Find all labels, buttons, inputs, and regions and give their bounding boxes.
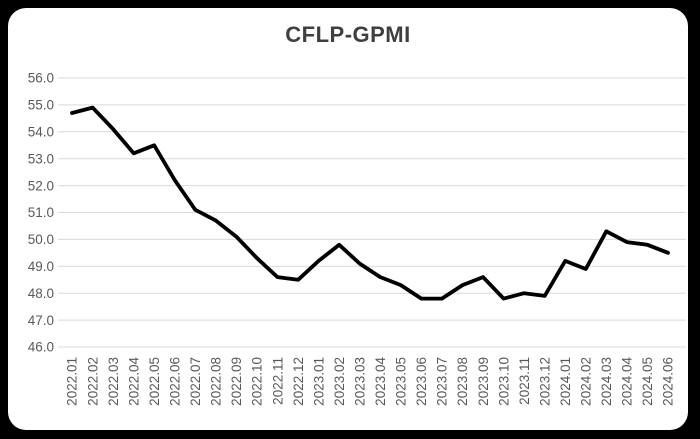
x-tick-label: 2024.02: [579, 357, 594, 406]
x-tick-label: 2024.05: [640, 357, 655, 406]
y-tick-label: 53.0: [28, 151, 54, 166]
y-tick-label: 55.0: [28, 98, 54, 113]
x-tick-label: 2023.06: [414, 357, 429, 406]
y-tick-label: 49.0: [28, 259, 54, 274]
y-tick-label: 47.0: [28, 313, 54, 328]
x-tick-label: 2023.07: [435, 357, 450, 406]
x-tick-label: 2023.02: [332, 357, 347, 406]
y-tick-label: 51.0: [28, 205, 54, 220]
x-tick-label: 2022.10: [250, 357, 265, 406]
x-tick-label: 2024.01: [558, 357, 573, 406]
x-tick-label: 2022.06: [167, 357, 182, 406]
x-tick-label: 2024.04: [620, 357, 635, 406]
x-tick-label: 2023.09: [476, 357, 491, 406]
x-tick-label: 2022.03: [106, 357, 121, 406]
x-tick-label: 2022.04: [126, 357, 141, 406]
y-tick-label: 56.0: [28, 71, 54, 86]
x-tick-label: 2023.10: [496, 357, 511, 406]
x-tick-label: 2022.02: [85, 357, 100, 406]
x-tick-label: 2022.12: [291, 357, 306, 406]
y-tick-label: 52.0: [28, 178, 54, 193]
x-tick-label: 2024.06: [661, 357, 676, 406]
x-tick-label: 2023.05: [394, 357, 409, 406]
x-tick-label: 2022.07: [188, 357, 203, 406]
chart-title: CFLP-GPMI: [285, 22, 411, 47]
x-tick-label: 2022.09: [229, 357, 244, 406]
x-tick-label: 2022.01: [65, 357, 80, 406]
y-tick-label: 48.0: [28, 286, 54, 301]
y-tick-label: 54.0: [28, 125, 54, 140]
x-tick-label: 2023.12: [537, 357, 552, 406]
x-tick-label: 2023.11: [517, 357, 532, 405]
x-tick-label: 2024.03: [599, 357, 614, 406]
y-tick-label: 46.0: [28, 340, 54, 355]
x-tick-label: 2022.08: [209, 357, 224, 406]
x-tick-label: 2023.08: [455, 357, 470, 406]
x-tick-label: 2022.11: [270, 357, 285, 405]
data-series-line: [70, 105, 670, 301]
x-tick-label: 2023.03: [352, 357, 367, 406]
x-tick-label: 2023.01: [311, 357, 326, 406]
x-tick-label: 2022.05: [147, 357, 162, 406]
y-tick-label: 50.0: [28, 232, 54, 247]
x-tick-label: 2023.04: [373, 357, 388, 406]
